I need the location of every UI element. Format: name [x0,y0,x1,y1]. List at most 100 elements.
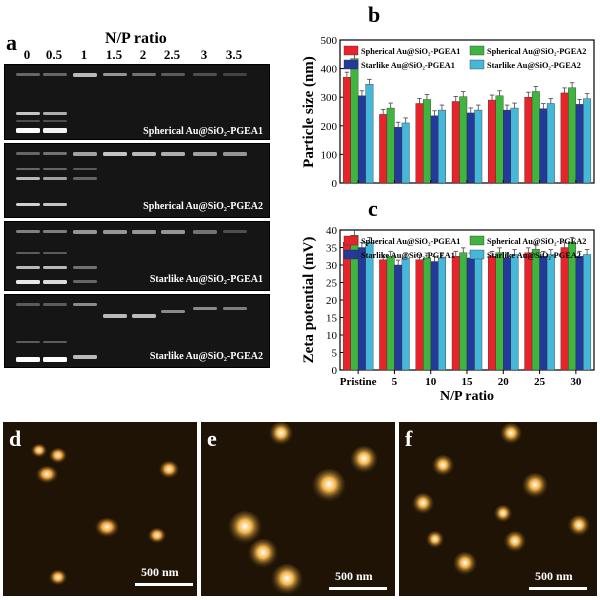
gel-band [43,128,67,133]
bar [495,252,504,371]
y-tick-label: 100 [321,149,338,161]
gel-band [103,73,127,76]
bar [531,249,540,371]
y-tick-label: 40 [326,225,338,237]
bar [401,122,410,184]
particle [432,455,454,477]
gel-band [161,310,185,313]
gel-band [43,177,67,180]
gel-band [73,266,97,269]
bar [568,87,577,184]
y-tick-label: 400 [321,64,338,76]
gel-bands [16,303,247,362]
gel-band [73,73,97,77]
gel-band [193,152,217,156]
gel-band [43,152,67,155]
gel-band [223,307,247,310]
gel-band [132,314,156,318]
panel-e-letter: e [207,426,217,451]
legend-label: Starlike Au@SiO₂-PGEA1 [361,251,455,260]
bar [503,257,511,371]
legend-swatch [343,59,359,70]
gel-band [161,152,185,156]
particle [148,528,166,544]
gel-band [43,252,67,254]
y-tick-label: 200 [321,121,338,133]
gel-band [132,230,156,234]
gel-band [43,203,67,206]
bar [466,112,475,184]
bar [365,242,374,371]
bar [546,254,555,371]
particle [500,423,522,445]
lane-label: 1 [80,47,88,62]
legend-label: Spherical Au@SiO₂-PGEA1 [361,47,460,56]
y-tick-label: 20 [326,295,338,307]
x-axis-label: N/P ratio [440,389,494,400]
bar [386,256,395,371]
legend-swatch [469,59,485,70]
gel-panel: Starlike Au@SiO₂-PGEA1 [4,221,270,291]
lane-label: 3 [200,47,208,62]
particle [228,511,262,545]
panel-b-letter: b [368,2,381,27]
y-tick-label: 35 [326,243,338,255]
legend-swatch [469,235,485,246]
bar [474,109,483,184]
afm-d-particles [31,444,179,586]
scale-bar-f [529,587,587,590]
lane-label: 0 [23,47,31,62]
gel-band [193,230,217,234]
bar [510,254,519,371]
panel-f-letter: f [405,426,413,451]
bar [488,256,496,371]
particle [159,461,179,479]
gel-band [16,266,40,269]
afm-e-particles [228,422,378,596]
y-tick-label: 300 [321,92,338,104]
gel-band [43,73,67,76]
gel-bands [16,152,247,206]
gel-band [16,112,40,115]
particle [568,515,590,537]
bar [423,257,431,371]
bar [451,256,460,371]
gel-band [43,357,67,362]
lane-label: 0.5 [45,47,63,62]
legend-label: Spherical Au@SiO₂-PGEA2 [487,47,586,56]
bar [342,76,351,184]
gel-band [73,168,97,170]
bar [379,114,388,184]
particle [49,570,67,586]
bar [379,259,388,371]
particle [248,539,278,569]
gel-bands [16,230,247,284]
bar [459,96,468,184]
y-tick-label: 25 [326,278,338,290]
x-tick-label: Pristine [340,376,377,388]
bar [394,127,403,184]
gel-band [73,230,97,234]
gel-band [103,230,127,234]
scale-bar-d [135,583,193,586]
bar [342,242,351,371]
afm-image-f: 500 nm f [399,422,597,596]
gel-band [193,307,217,310]
bar [560,92,569,184]
afm-image-e: 500 nm e [201,422,395,596]
gel-band [43,266,67,269]
scale-text-d: 500 nm [141,565,179,579]
scale-text-f: 500 nm [535,569,573,583]
gel-band [103,314,127,318]
gel-band [43,230,67,233]
bar [583,254,592,371]
particle [31,444,47,458]
gel-band [223,230,247,233]
bar [386,107,395,184]
gel-band [43,280,67,284]
panel-c-letter: c [368,196,378,221]
gel-band [73,355,97,359]
legend-swatch [343,45,359,56]
gel-band [73,152,97,156]
